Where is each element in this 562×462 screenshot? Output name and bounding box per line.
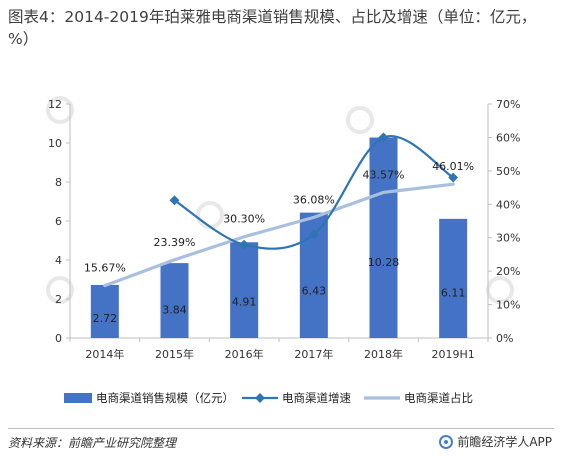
x-tick-label: 2019H1: [432, 348, 475, 361]
chart-title: 图表4：2014-2019年珀莱雅电商渠道销售规模、占比及增速（单位：亿元，%）: [8, 8, 537, 48]
left-tick-label: 8: [55, 176, 62, 189]
bar: [160, 263, 189, 338]
growth-point: [239, 239, 250, 250]
legend-label-growth: 电商渠道增速: [282, 391, 351, 405]
right-tick-label: 50%: [496, 165, 520, 178]
watermark-logo-icon: [46, 96, 74, 124]
share-value-label: 30.30%: [223, 213, 265, 226]
bar: [369, 137, 398, 338]
watermark-logo-icon: [46, 276, 74, 304]
legend-label-sales: 电商渠道销售规模（亿元）: [96, 391, 234, 405]
growth-point: [308, 229, 319, 240]
share-line: [103, 182, 455, 288]
growth-line: [173, 134, 454, 250]
watermark-logo-icon: [196, 201, 224, 229]
brand-name: 前瞻经济学人APP: [457, 435, 552, 449]
share-value-label: 36.08%: [293, 193, 335, 206]
watermark-logo-icon: [346, 106, 374, 134]
right-tick-label: 10%: [496, 299, 520, 312]
bar-value-label: 6.43: [302, 284, 327, 297]
bar-value-label: 2.72: [93, 312, 118, 325]
x-tick-label: 2016年: [225, 347, 264, 361]
growth-point: [169, 195, 180, 206]
x-tick-label: 2015年: [155, 347, 194, 361]
share-value-label: 23.39%: [154, 236, 196, 249]
bar-value-label: 10.28: [368, 256, 400, 269]
left-tick-label: 6: [55, 215, 62, 228]
share-value-label: 46.01%: [432, 160, 474, 173]
footer-divider: [8, 428, 554, 429]
legend-label-share: 电商渠道占比: [404, 391, 473, 405]
right-tick-label: 60%: [496, 131, 520, 144]
left-tick-label: 4: [55, 254, 62, 267]
right-tick-label: 30%: [496, 232, 520, 245]
brand-logo-icon: [439, 434, 454, 449]
left-tick-label: 12: [48, 98, 62, 111]
bar-value-label: 6.11: [441, 287, 466, 300]
right-tick-label: 0%: [496, 332, 513, 345]
x-tick-label: 2014年: [85, 347, 124, 361]
left-tick-label: 2: [55, 293, 62, 306]
left-tick-label: 0: [55, 332, 62, 345]
right-tick-label: 70%: [496, 98, 520, 111]
right-tick-label: 20%: [496, 265, 520, 278]
share-value-label: 15.67%: [84, 262, 126, 275]
left-tick-label: 10: [48, 137, 62, 150]
bar: [439, 218, 468, 338]
share-value-label: 43.57%: [363, 168, 405, 181]
legend-swatch-sales: [64, 393, 92, 403]
bar-value-label: 3.84: [162, 304, 187, 317]
source-note: 资料来源：前瞻产业研究院整理: [8, 436, 177, 450]
brand: 前瞻经济学人APP: [439, 433, 552, 450]
bar: [230, 242, 259, 338]
bar-value-label: 4.91: [232, 296, 257, 309]
legend-marker-growth: [255, 393, 265, 403]
x-tick-label: 2017年: [294, 347, 333, 361]
x-tick-label: 2018年: [364, 347, 403, 361]
right-tick-label: 40%: [496, 198, 520, 211]
bar: [90, 284, 119, 338]
growth-point: [448, 172, 459, 183]
growth-point: [378, 132, 389, 143]
